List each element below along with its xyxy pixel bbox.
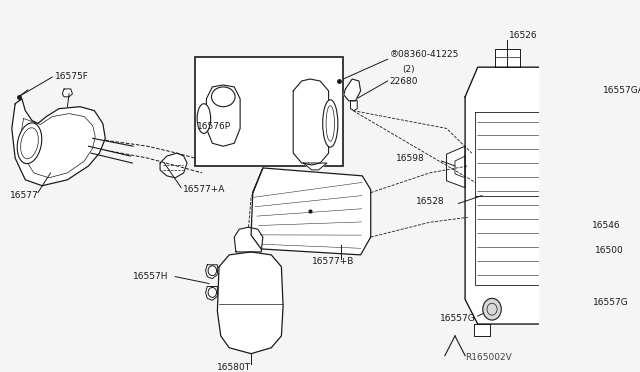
Polygon shape xyxy=(447,146,465,188)
Polygon shape xyxy=(455,156,465,178)
Polygon shape xyxy=(293,79,328,165)
Text: 16577: 16577 xyxy=(10,191,39,200)
Polygon shape xyxy=(495,49,520,67)
Polygon shape xyxy=(474,324,490,336)
Text: 16577+B: 16577+B xyxy=(312,257,354,266)
Polygon shape xyxy=(303,163,327,170)
Text: 16557G: 16557G xyxy=(440,314,476,323)
Ellipse shape xyxy=(584,97,599,121)
Polygon shape xyxy=(207,85,240,146)
Text: 16577+A: 16577+A xyxy=(183,185,225,194)
Ellipse shape xyxy=(197,104,211,134)
Ellipse shape xyxy=(17,123,42,164)
Circle shape xyxy=(548,298,567,320)
Polygon shape xyxy=(344,79,360,101)
Polygon shape xyxy=(62,89,72,97)
Text: 16575F: 16575F xyxy=(55,71,89,81)
Bar xyxy=(195,57,343,166)
Text: 16557G: 16557G xyxy=(593,298,629,307)
Text: 16557GA: 16557GA xyxy=(604,86,640,95)
Polygon shape xyxy=(12,99,106,186)
Text: 16528: 16528 xyxy=(416,197,445,206)
Text: 16557H: 16557H xyxy=(133,272,168,281)
Polygon shape xyxy=(465,67,585,324)
Text: 16576P: 16576P xyxy=(197,122,231,131)
Polygon shape xyxy=(251,168,371,255)
Polygon shape xyxy=(160,153,187,178)
Text: 22680: 22680 xyxy=(389,77,418,86)
Text: 16526: 16526 xyxy=(509,31,538,40)
Text: 16546: 16546 xyxy=(591,221,620,230)
Text: ®08360-41225: ®08360-41225 xyxy=(389,50,459,59)
Polygon shape xyxy=(205,286,218,300)
Circle shape xyxy=(483,298,501,320)
Polygon shape xyxy=(218,252,283,354)
Polygon shape xyxy=(234,227,263,252)
Text: 16580T: 16580T xyxy=(218,363,252,372)
Ellipse shape xyxy=(323,100,338,147)
Polygon shape xyxy=(559,324,576,336)
Polygon shape xyxy=(205,265,218,279)
Text: 16598: 16598 xyxy=(396,154,425,163)
Text: 16500: 16500 xyxy=(595,246,623,256)
Text: R165002V: R165002V xyxy=(465,353,512,362)
Polygon shape xyxy=(351,101,357,110)
Text: (2): (2) xyxy=(403,65,415,74)
